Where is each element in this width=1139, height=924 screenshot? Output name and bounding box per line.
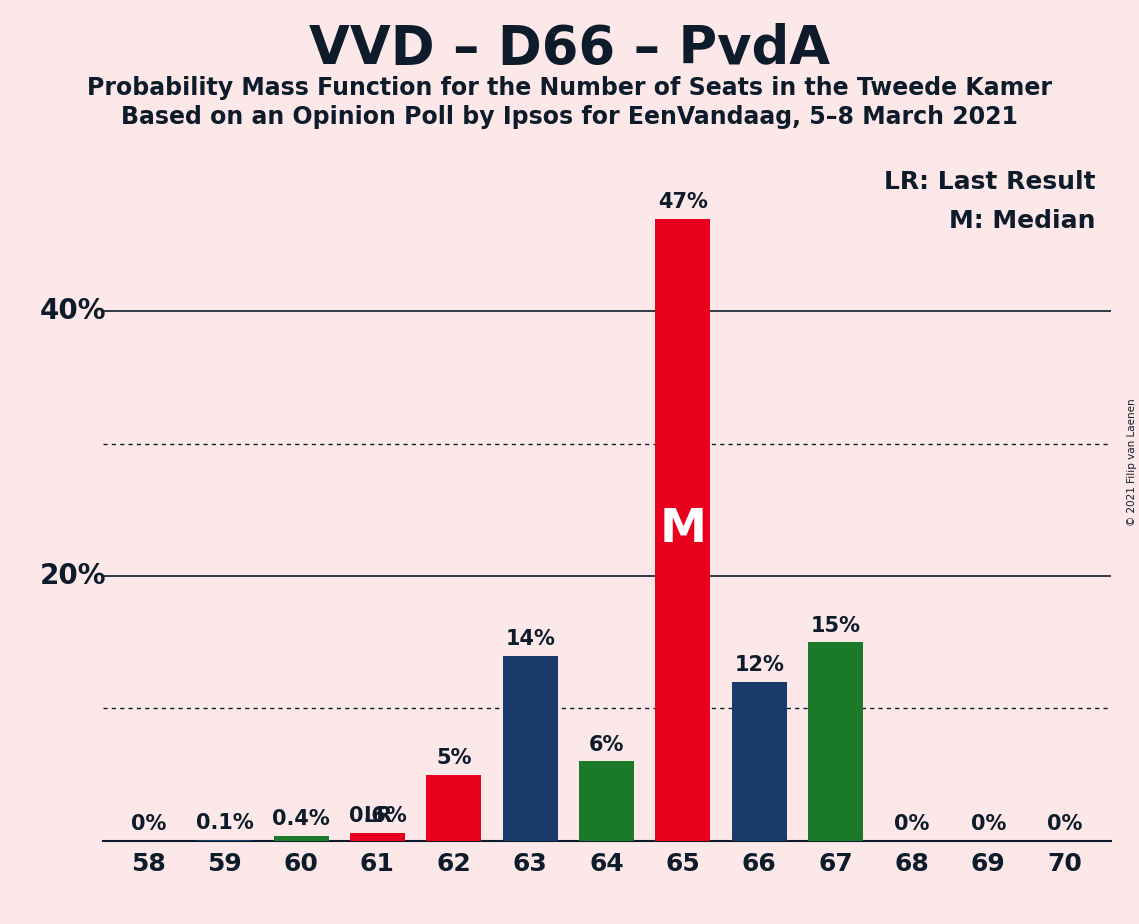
Text: LR: LR	[363, 807, 392, 826]
Text: 40%: 40%	[40, 298, 106, 325]
Text: 12%: 12%	[735, 655, 784, 675]
Text: Based on an Opinion Poll by Ipsos for EenVandaag, 5–8 March 2021: Based on an Opinion Poll by Ipsos for Ee…	[121, 105, 1018, 129]
Text: © 2021 Filip van Laenen: © 2021 Filip van Laenen	[1128, 398, 1137, 526]
Text: 6%: 6%	[589, 735, 624, 755]
Text: 0%: 0%	[970, 814, 1006, 834]
Text: 5%: 5%	[436, 748, 472, 768]
Text: 15%: 15%	[811, 615, 861, 636]
Text: LR: Last Result: LR: Last Result	[884, 170, 1096, 194]
Bar	[579, 761, 634, 841]
Text: VVD – D66 – PvdA: VVD – D66 – PvdA	[309, 23, 830, 75]
Bar	[426, 774, 482, 841]
Text: Probability Mass Function for the Number of Seats in the Tweede Kamer: Probability Mass Function for the Number…	[87, 76, 1052, 100]
Bar	[350, 833, 405, 841]
Bar	[502, 655, 558, 841]
Text: 0.1%: 0.1%	[196, 813, 254, 833]
Text: M: Median: M: Median	[949, 209, 1096, 233]
Text: 0%: 0%	[894, 814, 929, 834]
Text: 47%: 47%	[658, 192, 707, 212]
Text: 0.6%: 0.6%	[349, 807, 407, 826]
Bar	[655, 219, 711, 841]
Bar	[731, 682, 787, 841]
Bar	[273, 835, 328, 841]
Text: 0%: 0%	[131, 814, 166, 834]
Text: 0%: 0%	[1047, 814, 1082, 834]
Text: M: M	[659, 507, 706, 553]
Bar	[197, 840, 252, 841]
Text: 0.4%: 0.4%	[272, 808, 330, 829]
Text: 20%: 20%	[40, 562, 106, 590]
Text: 14%: 14%	[506, 629, 555, 649]
Bar	[809, 642, 863, 841]
